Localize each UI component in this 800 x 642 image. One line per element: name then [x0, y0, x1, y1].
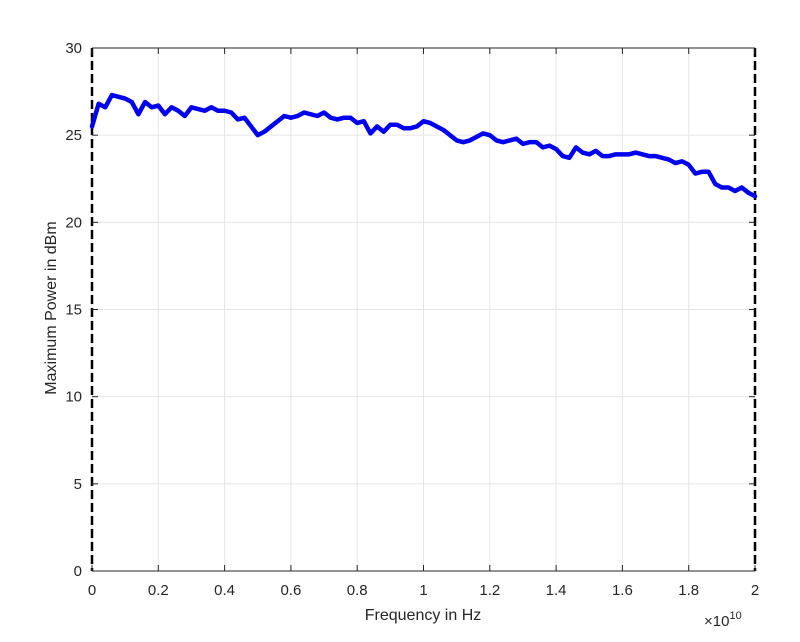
y-tick-label: 0	[74, 563, 82, 580]
x-tick-label: 0.4	[214, 582, 235, 599]
power-series-line	[89, 92, 758, 199]
x-tick-label: 0.8	[347, 582, 368, 599]
x-tick-label: 1.8	[678, 582, 699, 599]
y-tick-label: 15	[65, 302, 82, 319]
x-axis-multiplier: ×1010	[704, 610, 742, 630]
x-tick-label: 0	[88, 582, 96, 599]
x-tick-label: 1.2	[479, 582, 500, 599]
y-tick-label: 20	[65, 214, 82, 231]
x-multiplier-exponent: 10	[729, 610, 741, 622]
series-layer	[89, 92, 758, 199]
x-tick-label: 1	[419, 582, 427, 599]
x-axis-label: Frequency in Hz	[365, 607, 482, 624]
x-tick-label: 0.2	[148, 582, 169, 599]
y-tick-label: 5	[74, 476, 82, 493]
x-tick-label: 1.6	[612, 582, 633, 599]
axes	[90, 47, 757, 572]
y-axis-label: Maximum Power in dBm	[43, 221, 60, 394]
x-tick-label: 1.4	[546, 582, 567, 599]
x-tick-label: 2	[751, 582, 759, 599]
grid	[91, 47, 756, 572]
y-tick-label: 25	[65, 127, 82, 144]
x-multiplier-base: ×10	[704, 613, 729, 630]
x-tick-label: 0.6	[280, 582, 301, 599]
y-tick-label: 30	[65, 40, 82, 57]
y-tick-label: 10	[65, 389, 82, 406]
